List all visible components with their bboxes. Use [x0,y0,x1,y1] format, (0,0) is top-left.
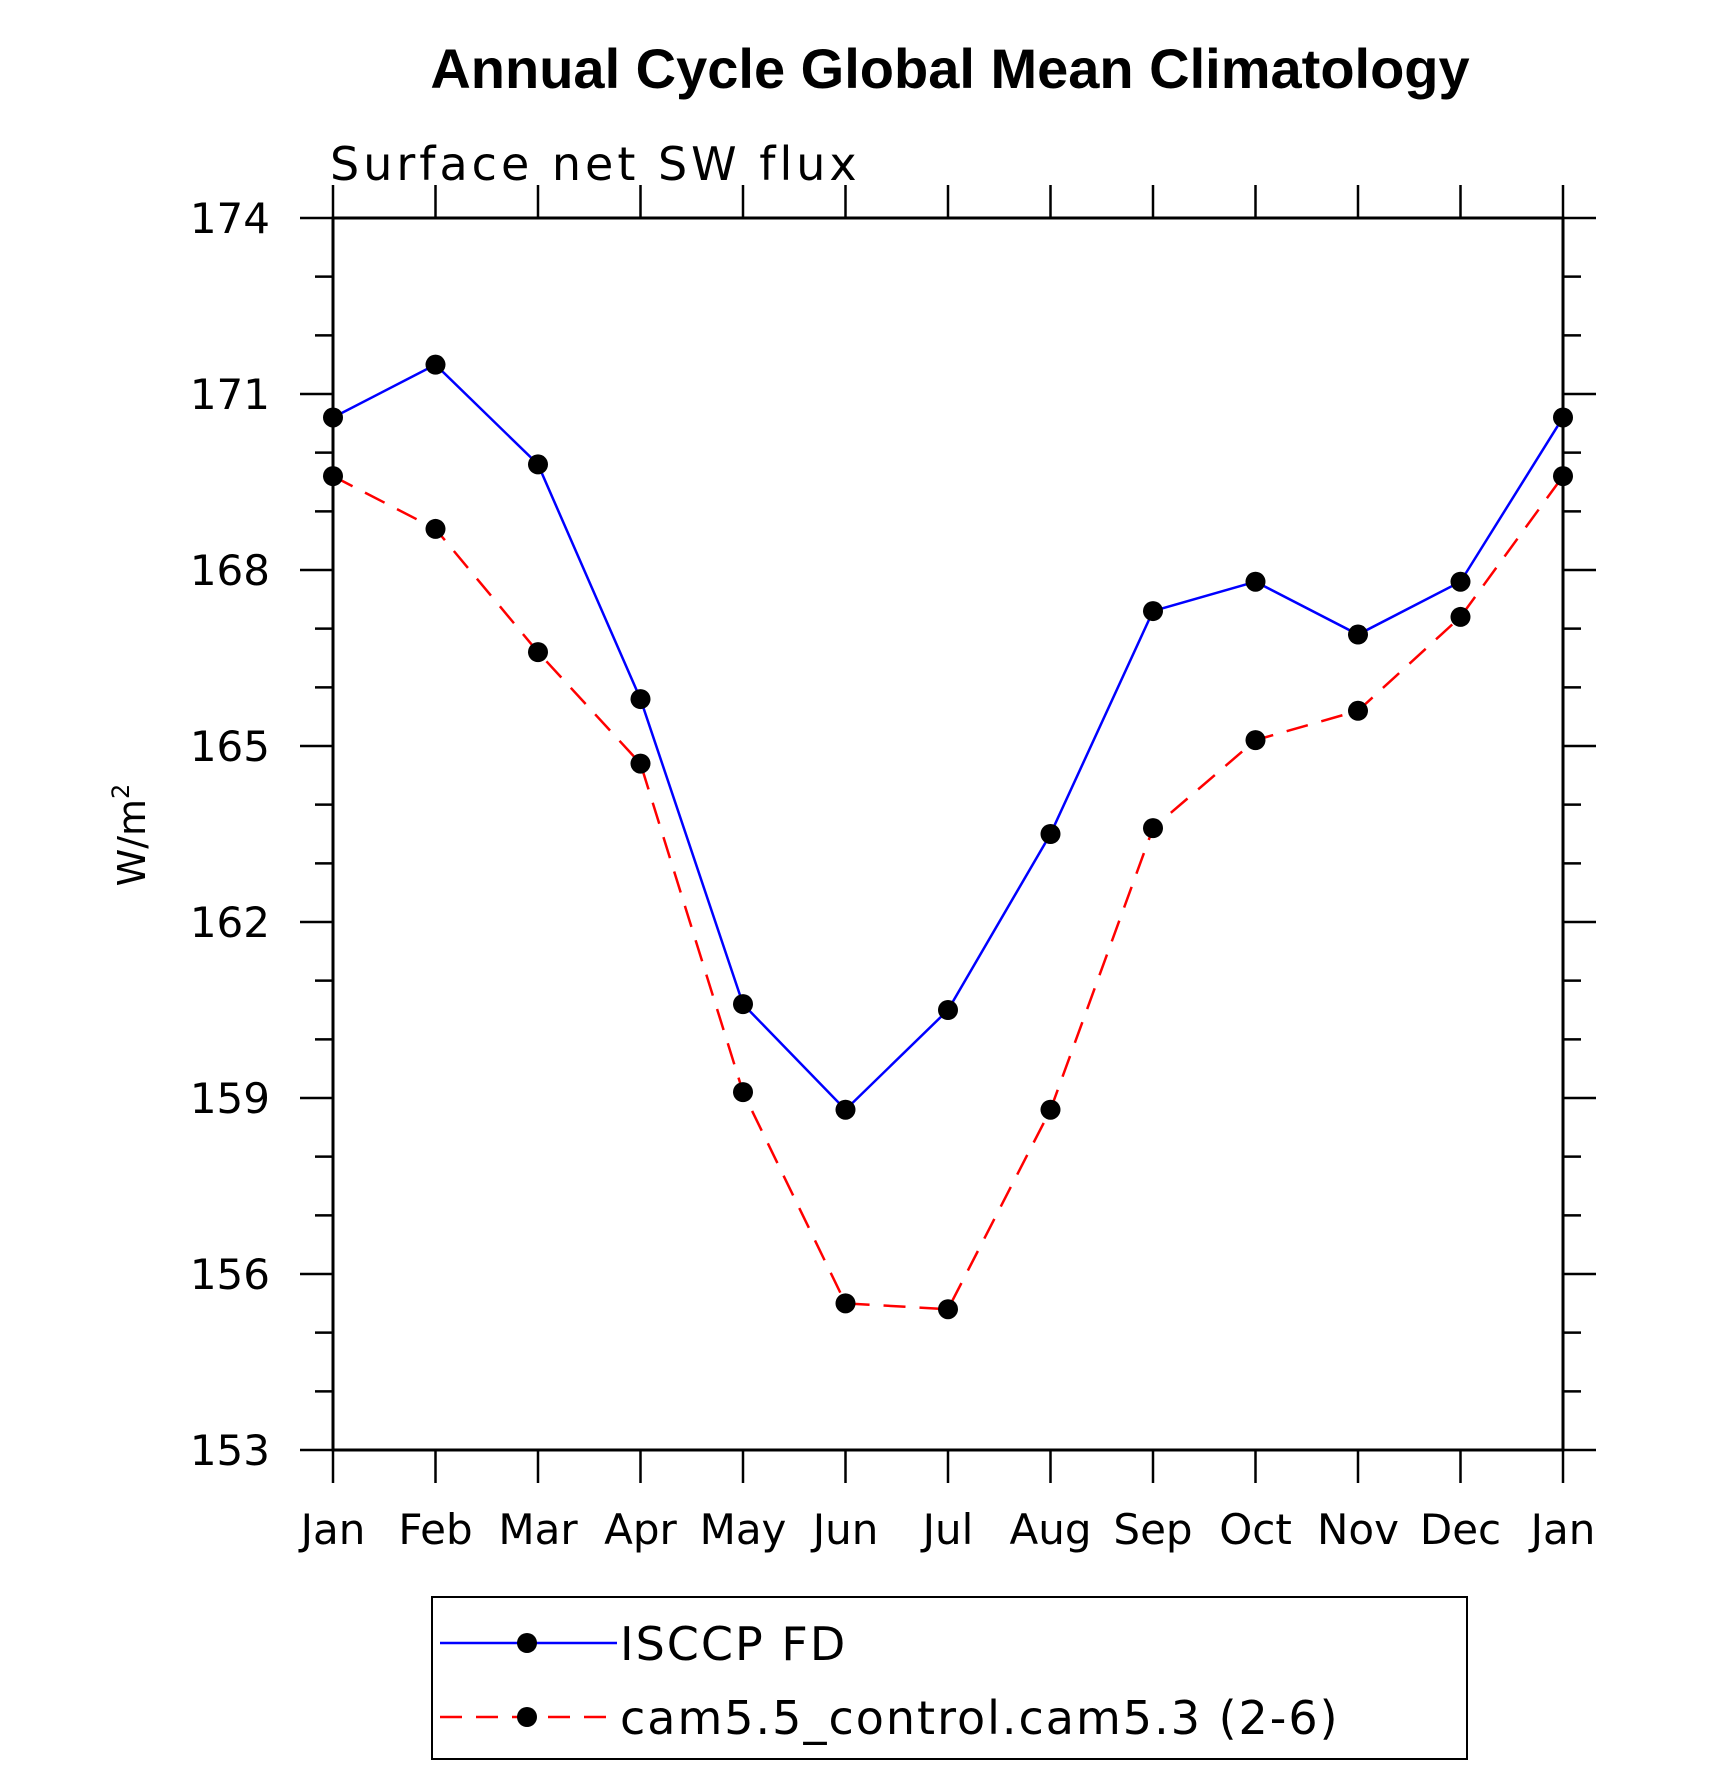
series-1-point [1450,606,1471,627]
series-line-1 [332,475,1565,1311]
series-0-point [1348,624,1368,645]
series-1-point [1245,730,1266,751]
legend: ISCCP FD cam5.5_control.cam5.3 (2-6) [431,1596,1468,1760]
series-1-point [1143,818,1163,839]
series-0-point [733,994,753,1015]
series-1-point [1040,1099,1061,1120]
x-tick-label: Apr [604,1505,677,1554]
series-1-point [528,642,548,663]
y-ticks: 153 156 159 162 165 168 171 174 [190,194,1596,1475]
series-0-point [425,354,446,375]
series-1-point [1348,700,1368,721]
series-0-point [835,1099,856,1120]
legend-marker-isccp [517,1633,537,1653]
series-0-point [1553,407,1573,428]
series-0-point [1450,571,1471,592]
y-tick-label: 162 [190,898,270,947]
x-tick-label: May [700,1505,787,1554]
y-tick-label: 159 [190,1074,270,1123]
legend-box [431,1596,1468,1760]
x-tick-label: Jul [920,1505,974,1554]
x-tick-label: Feb [398,1505,472,1554]
y-tick-label: 165 [190,722,270,771]
y-tick-label: 171 [190,370,270,419]
series-0-point [528,454,548,475]
series-0-point [323,407,343,428]
series-line-0 [332,363,1565,1112]
x-tick-label: Oct [1219,1505,1292,1554]
series-0-point [1040,824,1061,844]
series-1-point [630,753,651,774]
x-tick-label: Dec [1420,1505,1501,1554]
x-tick-label: Mar [498,1505,578,1554]
legend-label-cam: cam5.5_control.cam5.3 (2-6) [620,1691,1340,1745]
series-0-point [938,1000,958,1020]
x-tick-label: Jan [1528,1505,1596,1554]
series-1-point [733,1082,753,1103]
y-axis-label: W/m2 [107,784,154,887]
x-ticks: Jan Feb Mar Apr May Jun Jul Aug Sep Oct Nov Dec Jan [298,185,1596,1554]
chart-subtitle: Surface net SW flux [330,137,861,191]
series-1-point [938,1299,958,1320]
plot-frame [331,216,1565,1452]
series-1-point [323,466,343,487]
series-0-point [630,689,651,710]
series-1-point [1553,466,1573,487]
axes [331,216,1565,1452]
y-tick-label: 168 [190,546,270,595]
series-0-point [1143,601,1163,622]
legend-marker-cam [517,1707,537,1727]
series-1-point [425,518,446,539]
x-tick-label: Jun [810,1505,879,1554]
y-tick-label: 156 [190,1250,270,1299]
x-tick-label: Jan [298,1505,366,1554]
y-tick-label: 174 [190,194,270,243]
chart-title: Annual Cycle Global Mean Climatology [430,37,1469,100]
series-1-point [835,1293,856,1314]
y-tick-label: 153 [190,1426,270,1475]
x-tick-label: Nov [1317,1505,1399,1554]
series-0-point [1245,571,1266,592]
legend-label-isccp: ISCCP FD [620,1617,847,1671]
series-layer [323,354,1573,1320]
x-tick-label: Sep [1113,1505,1192,1554]
x-tick-label: Aug [1009,1505,1091,1554]
